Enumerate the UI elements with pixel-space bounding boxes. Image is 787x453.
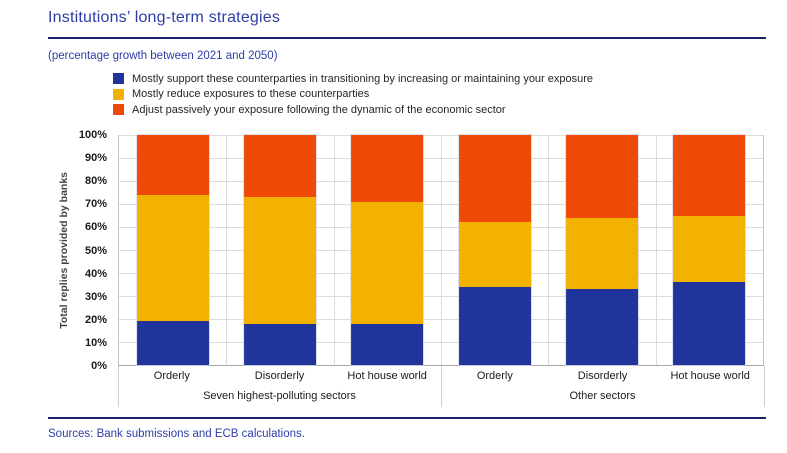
bar-segment <box>673 135 746 216</box>
x-category-label: Orderly <box>476 370 513 382</box>
stacked-bar <box>565 134 639 366</box>
bar-segment <box>351 135 424 202</box>
y-tick-label: 50% <box>84 244 107 257</box>
horizontal-gridline <box>119 296 763 297</box>
horizontal-gridline <box>119 158 763 159</box>
bar-segment <box>458 286 531 365</box>
stacked-bar <box>350 134 425 366</box>
bar-segment <box>351 323 424 365</box>
horizontal-gridline <box>119 204 763 205</box>
horizontal-gridline <box>119 250 763 251</box>
x-category-label: Disorderly <box>254 370 305 382</box>
y-tick-label: 10% <box>84 336 107 349</box>
title-divider <box>48 37 766 39</box>
footer-divider <box>48 417 766 419</box>
x-category-label: Disorderly <box>577 370 628 382</box>
y-tick-label: 30% <box>84 290 107 303</box>
y-tick-label: 80% <box>84 175 107 188</box>
bar-segment <box>673 215 746 283</box>
y-tick-label: 20% <box>84 313 107 326</box>
page-title: Institutions’ long-term strategies <box>48 9 281 26</box>
y-tick-label: 0% <box>91 360 107 372</box>
bar-segment <box>136 321 209 365</box>
bar-segment <box>244 323 316 365</box>
plot-area <box>118 134 764 366</box>
bar-cell <box>656 134 763 366</box>
x-group-label: Seven highest-polluting sectors <box>203 390 356 402</box>
bar-cell <box>548 134 655 366</box>
legend-item: Adjust passively your exposure following… <box>113 102 593 118</box>
stacked-bar <box>672 134 747 366</box>
bar-segment <box>566 217 638 290</box>
bar-segment <box>136 135 209 195</box>
stacked-bar <box>243 134 317 366</box>
y-tick-label: 40% <box>84 267 107 280</box>
legend-item: Mostly support these counterparties in t… <box>113 71 593 87</box>
source-note: Sources: Bank submissions and ECB calcul… <box>48 428 305 440</box>
x-category-label: Hot house world <box>670 370 750 382</box>
bar-cell <box>441 134 548 366</box>
legend-swatch-yellow-icon <box>113 88 124 100</box>
bar-segment <box>244 135 316 198</box>
legend-swatch-blue-icon <box>113 73 124 85</box>
bar-segment <box>351 201 424 324</box>
x-category-label: Orderly <box>153 370 190 382</box>
y-axis-ticks: 0% 10% 20% 30% 40% 50% 60% 70% 80% 90% 100% <box>60 129 112 372</box>
legend: Mostly support these counterparties in t… <box>113 71 593 118</box>
horizontal-gridline <box>119 273 763 274</box>
y-tick-label: 60% <box>84 221 107 234</box>
legend-label: Mostly support these counterparties in t… <box>132 72 594 85</box>
stacked-bar <box>457 134 532 366</box>
horizontal-gridline <box>119 342 763 343</box>
legend-item: Mostly reduce exposures to these counter… <box>113 87 593 103</box>
horizontal-gridline <box>119 181 763 182</box>
x-group-label: Other sectors <box>569 390 636 402</box>
x-axis-group-labels: Seven highest-polluting sectors Other sec… <box>118 390 764 402</box>
chart-subtitle: (percentage growth between 2021 and 2050… <box>48 50 278 62</box>
horizontal-gridline <box>119 135 763 136</box>
bar-segment <box>566 135 638 218</box>
y-tick-label: 70% <box>84 198 107 211</box>
horizontal-gridline <box>119 227 763 228</box>
bar-segment <box>673 282 746 365</box>
horizontal-gridline <box>119 319 763 320</box>
legend-swatch-orange-icon <box>113 104 124 116</box>
bar-segment <box>566 289 638 365</box>
bar-cell <box>119 134 226 366</box>
legend-label: Mostly reduce exposures to these counter… <box>132 88 370 101</box>
bar-segment <box>458 222 531 287</box>
y-tick-label: 100% <box>78 129 107 141</box>
y-tick-label: 90% <box>84 152 107 165</box>
bar-segment <box>458 135 531 223</box>
legend-label: Adjust passively your exposure following… <box>132 103 506 116</box>
bar-cells <box>119 134 763 366</box>
bar-cell <box>226 134 333 366</box>
x-axis-category-labels: Orderly Disorderly Hot house world Orderly D… <box>118 370 764 382</box>
bar-segment <box>136 194 209 322</box>
bar-cell <box>334 134 441 366</box>
x-category-label: Hot house world <box>347 370 427 382</box>
bar-segment <box>244 197 316 324</box>
stacked-bar <box>135 134 210 366</box>
